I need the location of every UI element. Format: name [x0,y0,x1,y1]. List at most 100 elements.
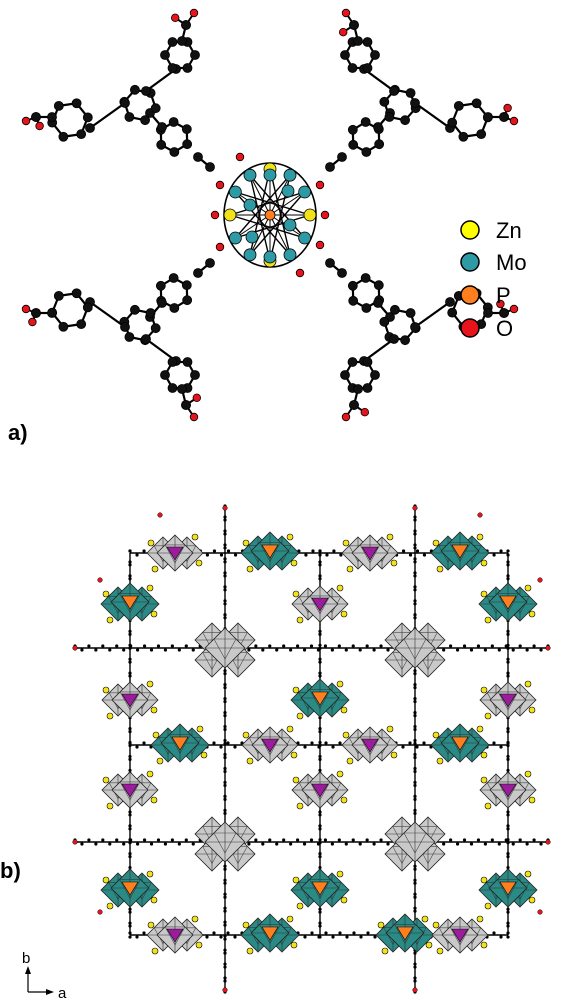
zn-atom [102,686,110,694]
linker-atom [219,745,223,749]
linker-atom [223,686,227,690]
linker-atom [219,935,223,939]
linker-atom [413,755,417,760]
linker-atom [379,838,383,842]
atom-c [476,129,487,139]
atom-c [362,63,373,73]
legend-marker-o [460,318,480,338]
atom-mo [281,184,295,198]
linker-atom [337,838,341,842]
linker-atom [506,563,510,567]
linker-atom [101,838,105,842]
linker-atom [226,549,231,553]
linker-atom [413,574,417,578]
atom-c [141,334,151,344]
atom-c [141,86,151,96]
linker-atom [212,549,217,553]
atom-c [340,50,350,60]
linker-atom [223,811,227,815]
zn-atom [377,921,385,929]
linker-atom [506,660,510,664]
linker-atom [223,560,227,564]
zn-atom [246,947,254,955]
linker-atom [247,842,251,846]
atom-c [182,357,193,367]
linker-atom [413,515,417,519]
linker-atom [413,724,417,729]
cage-bond [235,191,311,216]
linker-atom [413,518,417,522]
zn-atom [146,870,154,878]
linker-atom [223,892,227,896]
bond [89,102,126,129]
atom-c [389,86,399,96]
atom-c [471,98,482,109]
linker-atom [506,577,510,581]
atom-c [390,304,400,315]
linker-atom [122,842,126,846]
zn-atom [146,770,154,778]
atom-c [445,297,455,307]
linker-atom [413,752,417,757]
linker-atom [318,910,322,914]
linker-atom [275,842,279,846]
zn-atom [292,776,300,784]
zn-atom [102,876,110,884]
o-terminus [412,505,418,511]
linker-atom [128,813,132,817]
linker-atom [223,864,227,868]
zn-atom [195,559,203,567]
linker-atom [310,931,314,935]
atom-c [374,139,385,150]
atom-c [157,298,167,308]
axis-a-label: a [58,985,67,1002]
linker-atom [413,710,417,715]
linker-atom [386,648,390,652]
linker-atom [539,842,543,846]
atom-c [169,303,180,313]
linker-atom [413,979,417,983]
atom-c [349,400,359,410]
center-tetrahedron [451,928,469,943]
zn-atom [106,712,114,720]
zn-atom [196,725,204,733]
zn-atom [484,802,492,810]
zn-atom [342,539,350,547]
linker-atom [506,560,510,564]
atom-c [483,112,493,122]
atom-c [373,122,383,132]
atom-mo [243,168,257,182]
o-terminus [97,909,103,915]
linker-atom [413,867,417,871]
linker-atom [449,838,453,842]
atom-o [509,304,519,314]
zn-atom [286,725,294,733]
cage-bond [229,191,305,216]
atom-p [264,209,276,221]
atom-c [193,152,203,162]
linker-atom [170,644,174,648]
linker-atom [233,553,238,557]
cage-bond [234,174,291,239]
bond [363,68,395,92]
linker-atom [219,553,224,557]
cage-bond [269,174,291,216]
linker-atom [338,931,342,935]
linker-atom [128,727,132,731]
linker-atom [318,865,322,870]
linker-atom [422,741,426,745]
center-tetrahedron [166,546,184,561]
linker-atom [318,549,322,553]
linker-atom [318,727,322,731]
atom-o [235,152,245,162]
linker-atom [476,644,481,648]
linker-atom [205,553,210,557]
linker-atom [128,910,132,914]
atom-c [124,332,135,342]
atom-c [483,308,493,318]
linker-atom [413,560,417,564]
linker-atom [94,842,98,846]
linker-atom [506,674,510,678]
atom-c [190,50,200,60]
